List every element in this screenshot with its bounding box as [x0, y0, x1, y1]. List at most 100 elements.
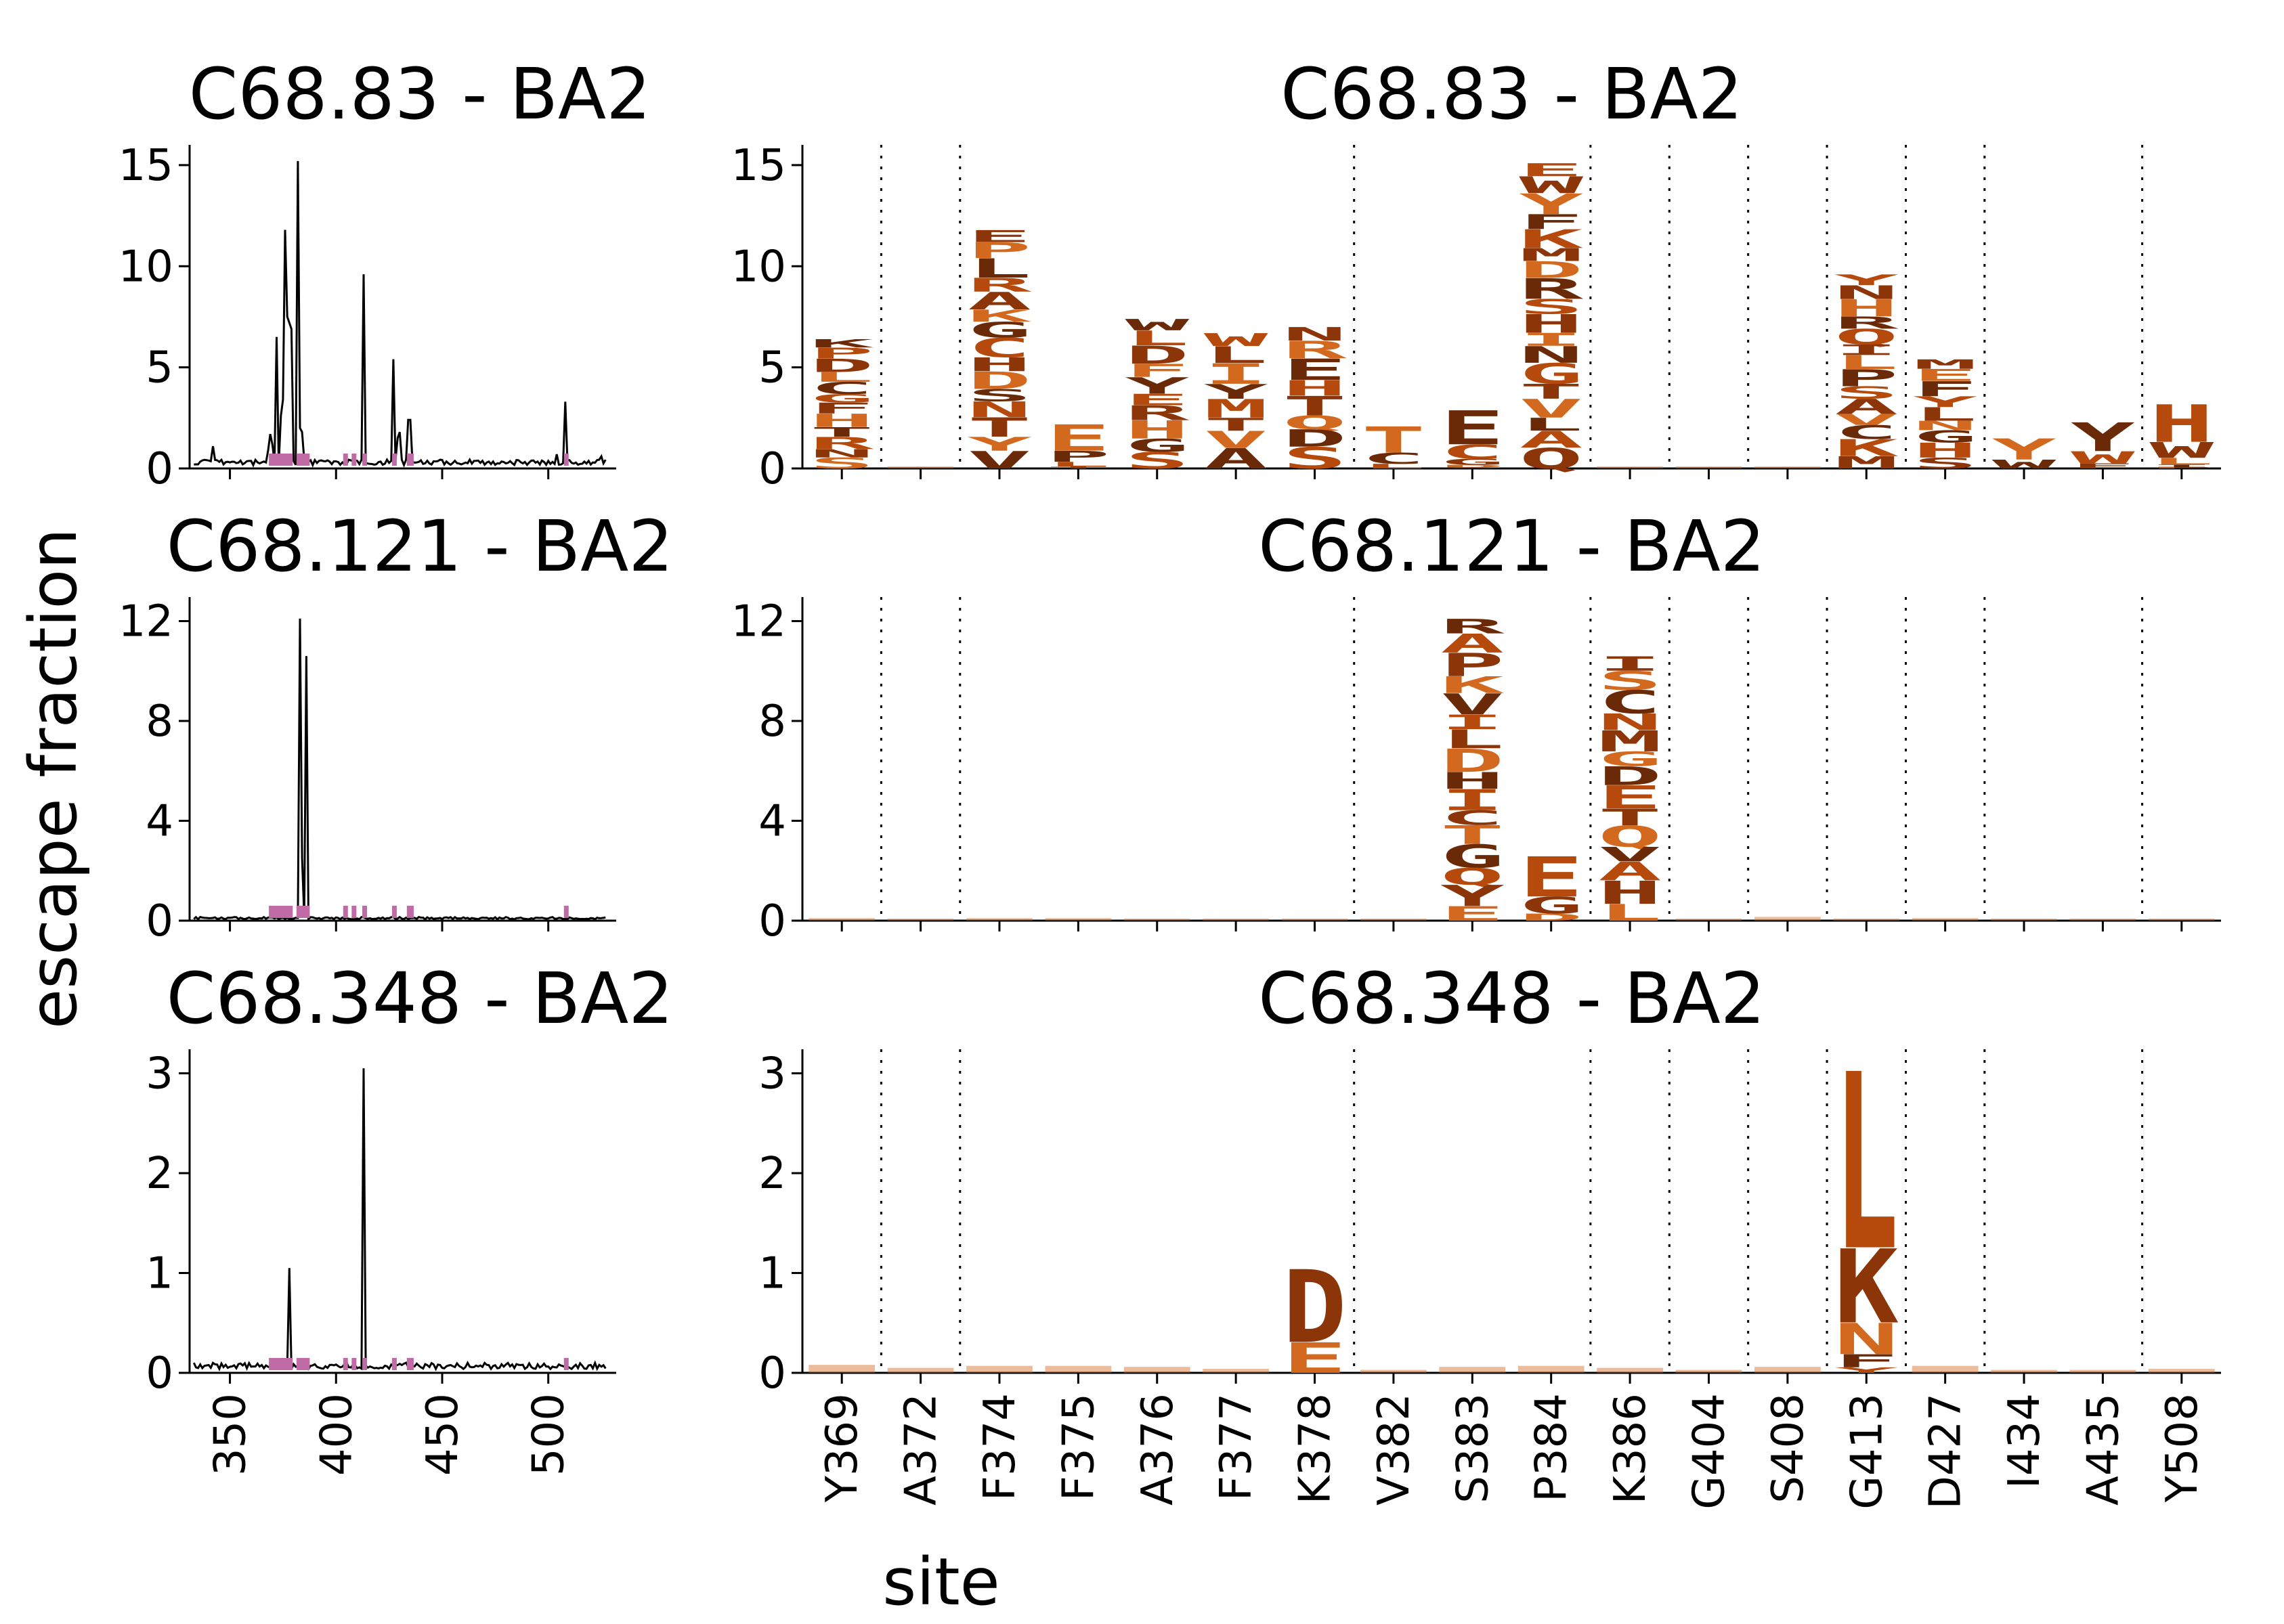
- logo-letter: P: [810, 345, 874, 362]
- logo-letter: H: [1440, 768, 1505, 794]
- site-marker: [275, 454, 280, 466]
- logo-letter: H: [1519, 309, 1583, 339]
- logo-letter: V: [1519, 394, 1583, 424]
- logo-panel-0-ytick-label: 15: [731, 141, 786, 191]
- site-marker: [408, 906, 414, 918]
- logo-letter: S: [968, 386, 1032, 405]
- logo-faint-stack: [2069, 919, 2136, 921]
- line-panel-1-ytick-label: 0: [146, 896, 173, 946]
- site-marker: [351, 906, 357, 918]
- logo-letter: L: [1046, 460, 1111, 468]
- logo-site-label: Y369: [817, 1393, 867, 1503]
- site-marker: [275, 906, 280, 918]
- logo-letter: D: [1283, 424, 1347, 452]
- logo-letter: D: [1598, 762, 1662, 791]
- logo-site-label: A372: [897, 1393, 947, 1506]
- logo-letter: L: [1361, 462, 1425, 470]
- line-panel-0-ytick-label: 0: [146, 444, 173, 494]
- site-marker: [362, 1358, 368, 1370]
- logo-panel-2-ytick-label: 1: [758, 1249, 786, 1299]
- logo-letter: S: [1519, 295, 1583, 319]
- logo-faint-stack: [966, 1365, 1033, 1373]
- logo-letter: I: [1598, 653, 1662, 676]
- logo-letter: H: [810, 410, 874, 432]
- logo-letter: E: [1125, 391, 1189, 409]
- logo-letter: L: [1440, 724, 1505, 754]
- logo-letter: F: [810, 399, 874, 417]
- logo-site-label: F375: [1054, 1393, 1104, 1501]
- logo-letter: L: [968, 253, 1032, 284]
- logo-letter: N: [810, 447, 874, 460]
- logo-faint-stack: [1281, 919, 1348, 921]
- logo-letter: D: [1440, 464, 1505, 468]
- logo-letter: S: [810, 454, 874, 472]
- logo-letter: A: [1440, 467, 1505, 468]
- logo-letter: W: [1204, 330, 1269, 350]
- logo-letter: Q: [1519, 443, 1583, 475]
- logo-letter: E: [1283, 1334, 1347, 1383]
- site-marker: [301, 906, 306, 918]
- logo-panel-2-ytick-label: 2: [758, 1149, 786, 1199]
- site-marker: [343, 454, 348, 466]
- logo-letter: D: [1440, 743, 1505, 780]
- logo-letter: W: [1125, 315, 1189, 334]
- logo-faint-stack: [1991, 1369, 2057, 1373]
- logo-letter: Y: [968, 433, 1032, 456]
- logo-letter: H: [1598, 875, 1662, 911]
- logo-letter: I: [1519, 330, 1583, 350]
- line-panel-xtick-label: 400: [311, 1393, 362, 1476]
- logo-letter: T: [968, 412, 1032, 443]
- logo-letter: D: [968, 367, 1032, 395]
- logo-letter: L: [1598, 900, 1662, 926]
- logo-letter: L: [1834, 1024, 1899, 1305]
- logo-letter: D: [1283, 1249, 1347, 1365]
- site-marker: [391, 454, 397, 466]
- line-panel-1-title: C68.121 - BA2: [167, 505, 674, 588]
- site-marker: [408, 1358, 414, 1370]
- logo-letter: C: [1834, 421, 1899, 443]
- logo-faint-stack: [1754, 466, 1821, 468]
- logo-panel-0-ytick-label: 5: [758, 343, 786, 393]
- logo-letter: A: [1204, 443, 1268, 475]
- logo-letter: Y: [1125, 373, 1189, 399]
- logo-letter: Y: [1204, 380, 1268, 403]
- logo-letter: Y: [1913, 393, 1977, 410]
- line-panel-0-title: C68.83 - BA2: [189, 53, 651, 135]
- logo-faint-stack: [809, 918, 876, 921]
- site-marker: [391, 1358, 397, 1370]
- logo-faint-stack: [1123, 1367, 1190, 1373]
- y-axis-label: escape fraction: [16, 528, 91, 1029]
- logo-letter: A: [1440, 629, 1505, 659]
- logo-letter: D: [1519, 912, 1583, 923]
- logo-letter: R: [1440, 615, 1505, 638]
- logo-panel-2-title: C68.348 - BA2: [1258, 957, 1765, 1040]
- logo-letter: K: [1440, 672, 1505, 698]
- logo-letter: H: [1913, 439, 1977, 462]
- logo-letter: S: [1283, 441, 1347, 475]
- logo-letter: S: [1834, 383, 1899, 403]
- line-panel-1-ytick-label: 4: [146, 797, 173, 847]
- logo-site-label: D427: [1921, 1393, 1971, 1509]
- logo-letter: R: [1834, 313, 1899, 333]
- logo-letter: R: [968, 274, 1033, 297]
- logo-letter: L: [1519, 414, 1583, 435]
- logo-panel-1-ytick-label: 4: [758, 797, 786, 847]
- logo-letter: I: [1440, 711, 1505, 734]
- logo-letter: L: [1834, 351, 1899, 374]
- logo-letter: V: [1204, 426, 1268, 453]
- logo-letter: E: [1440, 401, 1505, 455]
- logo-panel-0-ytick-label: 0: [758, 444, 786, 494]
- logo-site-label: G413: [1842, 1393, 1892, 1510]
- logo-letter: I: [1834, 342, 1899, 359]
- site-marker: [305, 1358, 310, 1370]
- logo-faint-stack: [1597, 466, 1663, 468]
- logo-panel-1-ytick-label: 8: [758, 697, 786, 747]
- logo-letter: R: [1125, 401, 1190, 425]
- logo-faint-stack: [887, 919, 954, 921]
- site-marker: [351, 454, 357, 466]
- logo-letter: P: [1834, 365, 1899, 392]
- logo-letter: G: [1440, 838, 1505, 875]
- site-marker: [391, 906, 397, 918]
- logo-letter: L: [1913, 403, 1977, 425]
